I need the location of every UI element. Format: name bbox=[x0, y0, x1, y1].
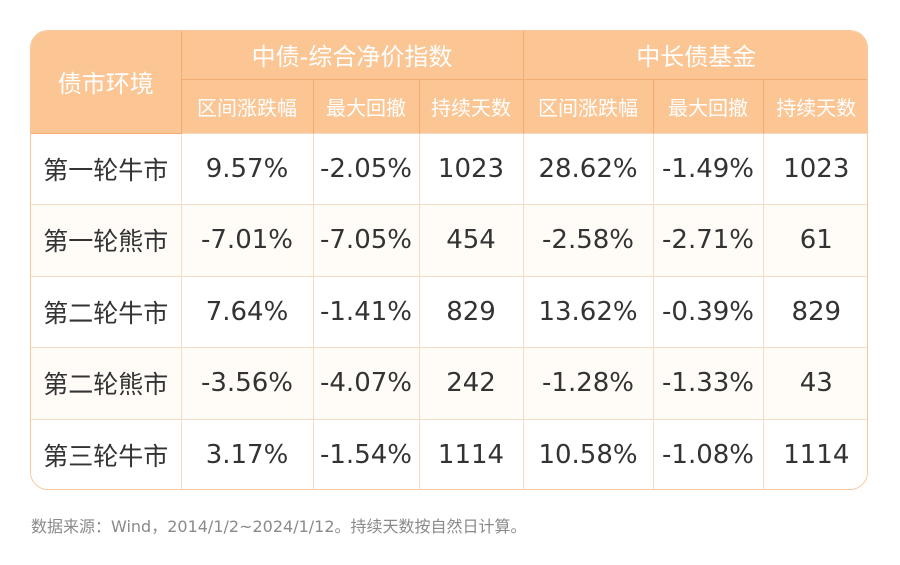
header-group-row: 债市环境 中债-综合净价指数 中长债基金 bbox=[31, 31, 867, 134]
table-row: 第三轮牛市 3.17% -1.54% 1114 10.58% -1.08% 11… bbox=[31, 418, 867, 489]
table-cell: -4.07% bbox=[313, 347, 420, 419]
group-header-fund: 中长债基金 bbox=[523, 31, 867, 80]
table-cell: 10.58% bbox=[523, 418, 654, 489]
table-cell: 1114 bbox=[419, 418, 524, 489]
table-cell: -1.28% bbox=[523, 347, 654, 419]
corner-header: 债市环境 bbox=[31, 31, 182, 134]
table-cell: -7.01% bbox=[181, 204, 314, 276]
column-header: 持续天数 bbox=[419, 79, 524, 133]
row-label: 第一轮牛市 bbox=[31, 132, 182, 205]
column-header: 区间涨跌幅 bbox=[523, 79, 654, 133]
table-cell: 829 bbox=[419, 275, 524, 348]
bond-market-table: 债市环境 中债-综合净价指数 中长债基金 区间涨跌幅 最大回撤 持续天数 区间涨… bbox=[31, 31, 867, 489]
bond-market-table-card: 债市环境 中债-综合净价指数 中长债基金 区间涨跌幅 最大回撤 持续天数 区间涨… bbox=[30, 30, 868, 490]
table-cell: -2.58% bbox=[523, 204, 654, 276]
table-cell: 454 bbox=[419, 204, 524, 276]
row-label: 第一轮熊市 bbox=[31, 204, 182, 276]
table-cell: -2.71% bbox=[653, 204, 764, 276]
row-label: 第三轮牛市 bbox=[31, 418, 182, 489]
column-header: 最大回撤 bbox=[313, 79, 420, 133]
table-cell: 7.64% bbox=[181, 275, 314, 348]
row-label: 第二轮熊市 bbox=[31, 347, 182, 419]
table-cell: -7.05% bbox=[313, 204, 420, 276]
table-cell: 28.62% bbox=[523, 132, 654, 205]
table-cell: 61 bbox=[763, 204, 867, 276]
table-cell: 1023 bbox=[763, 132, 867, 205]
header-sub-row: 区间涨跌幅 最大回撤 持续天数 区间涨跌幅 最大回撤 持续天数 bbox=[31, 79, 867, 133]
table-cell: -1.33% bbox=[653, 347, 764, 419]
table-cell: 13.62% bbox=[523, 275, 654, 348]
table-cell: 3.17% bbox=[181, 418, 314, 489]
table-cell: -1.41% bbox=[313, 275, 420, 348]
table-cell: 1023 bbox=[419, 132, 524, 205]
table-cell: -2.05% bbox=[313, 132, 420, 205]
table-cell: -1.49% bbox=[653, 132, 764, 205]
column-header: 持续天数 bbox=[763, 79, 867, 133]
source-note: 数据来源：Wind，2014/1/2~2024/1/12。持续天数按自然日计算。 bbox=[31, 517, 527, 536]
table-cell: -1.54% bbox=[313, 418, 420, 489]
table-cell: 242 bbox=[419, 347, 524, 419]
table-row: 第一轮牛市 9.57% -2.05% 1023 28.62% -1.49% 10… bbox=[31, 132, 867, 205]
table-cell: -1.08% bbox=[653, 418, 764, 489]
table-row: 第一轮熊市 -7.01% -7.05% 454 -2.58% -2.71% 61 bbox=[31, 204, 867, 276]
table-cell: -0.39% bbox=[653, 275, 764, 348]
table-cell: 43 bbox=[763, 347, 867, 419]
column-header: 区间涨跌幅 bbox=[181, 79, 314, 133]
table-row: 第二轮牛市 7.64% -1.41% 829 13.62% -0.39% 829 bbox=[31, 275, 867, 348]
row-label: 第二轮牛市 bbox=[31, 275, 182, 348]
table-cell: -3.56% bbox=[181, 347, 314, 419]
table-cell: 1114 bbox=[763, 418, 867, 489]
table-cell: 829 bbox=[763, 275, 867, 348]
group-header-index: 中债-综合净价指数 bbox=[181, 31, 524, 80]
table-row: 第二轮熊市 -3.56% -4.07% 242 -1.28% -1.33% 43 bbox=[31, 347, 867, 419]
table-cell: 9.57% bbox=[181, 132, 314, 205]
column-header: 最大回撤 bbox=[653, 79, 764, 133]
